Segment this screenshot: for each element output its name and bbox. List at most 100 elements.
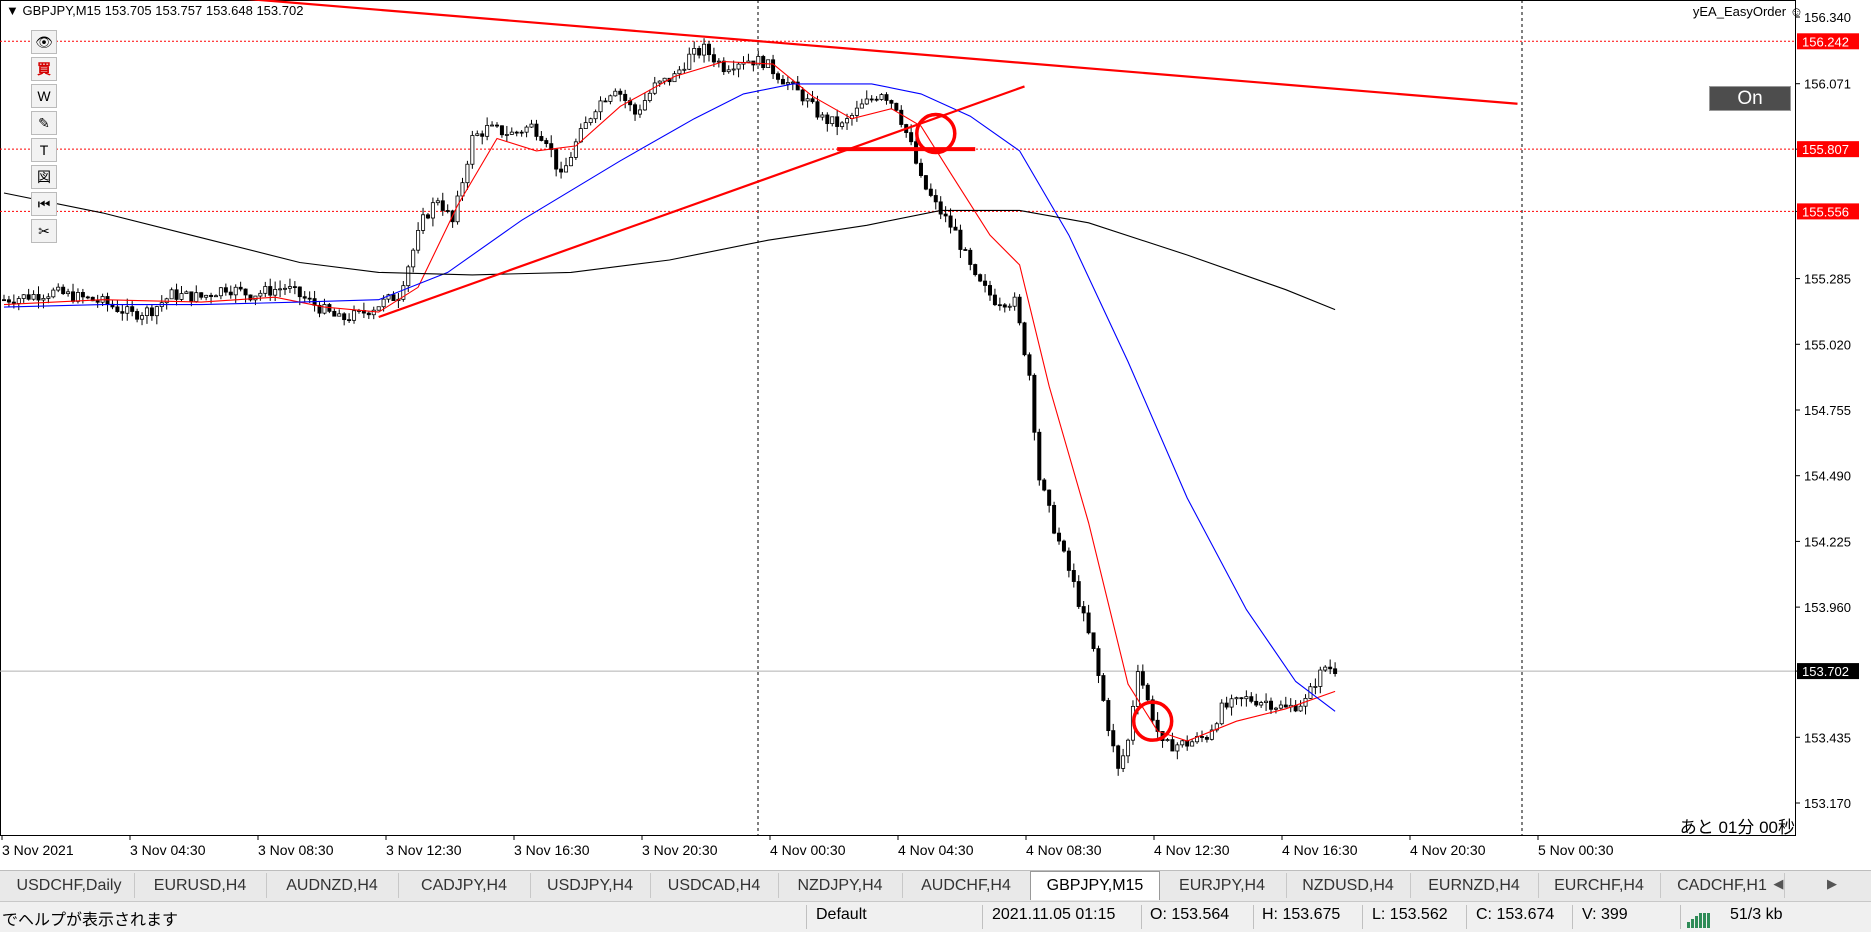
- x-tick-label: 4 Nov 20:30: [1410, 842, 1486, 858]
- candle: [973, 264, 978, 276]
- candle: [997, 304, 1002, 307]
- candle: [800, 89, 805, 102]
- candle: [425, 214, 430, 219]
- candle: [465, 163, 470, 184]
- tab-usdcad-h4[interactable]: USDCAD,H4: [650, 873, 779, 898]
- candle: [238, 286, 243, 290]
- candle: [983, 280, 988, 286]
- candle: [144, 307, 149, 316]
- x-tick-label: 4 Nov 12:30: [1154, 842, 1230, 858]
- tab-cadjpy-h4[interactable]: CADJPY,H4: [398, 873, 531, 898]
- candle: [1254, 700, 1259, 706]
- candle: [1061, 540, 1066, 552]
- candle: [914, 141, 919, 164]
- signal-circle: [1131, 700, 1174, 742]
- buy-icon[interactable]: 買: [31, 57, 57, 81]
- candle: [125, 306, 130, 314]
- candle: [480, 133, 485, 137]
- candle: [1323, 666, 1328, 671]
- ea-toolbar: 👁 買 W ✎ T 図 ⏮ ✂: [31, 30, 57, 246]
- candle: [194, 292, 199, 302]
- candle: [1076, 581, 1081, 607]
- price-label: 155.556: [1802, 204, 1849, 219]
- candle: [1081, 606, 1086, 614]
- candle: [968, 249, 973, 265]
- figure-icon[interactable]: 図: [31, 165, 57, 189]
- eye-icon[interactable]: 👁: [31, 30, 57, 54]
- dropdown-icon[interactable]: ▼: [6, 3, 19, 18]
- trendline-1: [246, 0, 1518, 105]
- price-label: 156.242: [1802, 34, 1849, 49]
- candle: [613, 90, 618, 97]
- candle: [169, 289, 174, 300]
- candle: [711, 54, 716, 63]
- candle: [1042, 479, 1047, 491]
- candle: [366, 312, 371, 316]
- w-icon[interactable]: W: [31, 84, 57, 108]
- candle: [494, 124, 499, 127]
- tab-usdjpy-h4[interactable]: USDJPY,H4: [530, 873, 651, 898]
- tab-audnzd-h4[interactable]: AUDNZD,H4: [266, 873, 399, 898]
- candle: [697, 48, 702, 56]
- pen-icon[interactable]: ✎: [31, 111, 57, 135]
- candle: [135, 311, 140, 320]
- candle: [756, 56, 761, 66]
- tab-usdchf-daily[interactable]: USDCHF,Daily: [4, 873, 135, 898]
- candle: [1007, 305, 1012, 308]
- candle: [283, 287, 288, 290]
- ea-on-button[interactable]: On: [1709, 86, 1791, 111]
- candle: [933, 195, 938, 203]
- price-label: 155.807: [1802, 142, 1849, 157]
- y-tick-label: 155.285: [1804, 272, 1851, 287]
- tab-eurusd-h4[interactable]: EURUSD,H4: [134, 873, 267, 898]
- candle: [687, 53, 692, 70]
- candle: [95, 300, 100, 303]
- text-icon[interactable]: T: [31, 138, 57, 162]
- tab-audchf-h4[interactable]: AUDCHF,H4: [902, 873, 1031, 898]
- candle: [820, 114, 825, 118]
- tab-nzdusd-h4[interactable]: NZDUSD,H4: [1286, 873, 1411, 898]
- candle: [485, 125, 490, 137]
- candle: [657, 80, 662, 84]
- candle: [1012, 296, 1017, 307]
- tab-scroll-arrows[interactable]: ◀ ▶: [1773, 876, 1857, 891]
- candle: [692, 48, 697, 55]
- tab-cadchf-h1[interactable]: CADCHF,H1: [1660, 873, 1785, 898]
- candle: [938, 201, 943, 215]
- candle: [918, 162, 923, 176]
- candle: [1278, 704, 1283, 709]
- tab-nzdjpy-h4[interactable]: NZDJPY,H4: [778, 873, 903, 898]
- rewind-icon[interactable]: ⏮: [31, 192, 57, 216]
- x-tick-label: 5 Nov 00:30: [1538, 842, 1614, 858]
- candle: [963, 249, 968, 251]
- candle: [376, 306, 381, 311]
- candle: [840, 122, 845, 127]
- candle: [1111, 730, 1116, 747]
- scissors-icon[interactable]: ✂: [31, 219, 57, 243]
- tab-eurnzd-h4[interactable]: EURNZD,H4: [1410, 873, 1539, 898]
- candle: [184, 291, 189, 294]
- candle: [287, 286, 292, 289]
- candle: [1106, 700, 1111, 731]
- tab-eurjpy-h4[interactable]: EURJPY,H4: [1158, 873, 1287, 898]
- candle: [731, 68, 736, 71]
- candle: [608, 95, 613, 102]
- status-profile: Default: [816, 906, 867, 923]
- tab-eurchf-h4[interactable]: EURCHF,H4: [1538, 873, 1661, 898]
- x-tick-label: 3 Nov 12:30: [386, 842, 462, 858]
- candle: [1027, 354, 1032, 376]
- y-tick-label: 156.071: [1804, 77, 1851, 92]
- candle: [1244, 696, 1249, 700]
- price-chart[interactable]: 156.340 156.071 155.807 155.556 155.285 155.0…: [0, 0, 1871, 870]
- candle: [958, 229, 963, 250]
- candle: [1091, 632, 1096, 649]
- tab-gbpjpy-m15[interactable]: GBPJPY,M15: [1030, 871, 1160, 900]
- smiley-icon: ☺: [1789, 4, 1803, 19]
- candle: [1214, 723, 1219, 731]
- candle: [371, 309, 376, 316]
- candle: [445, 210, 450, 212]
- candle: [544, 140, 549, 144]
- candle: [297, 286, 302, 298]
- candle: [1180, 740, 1185, 746]
- candle: [56, 286, 61, 291]
